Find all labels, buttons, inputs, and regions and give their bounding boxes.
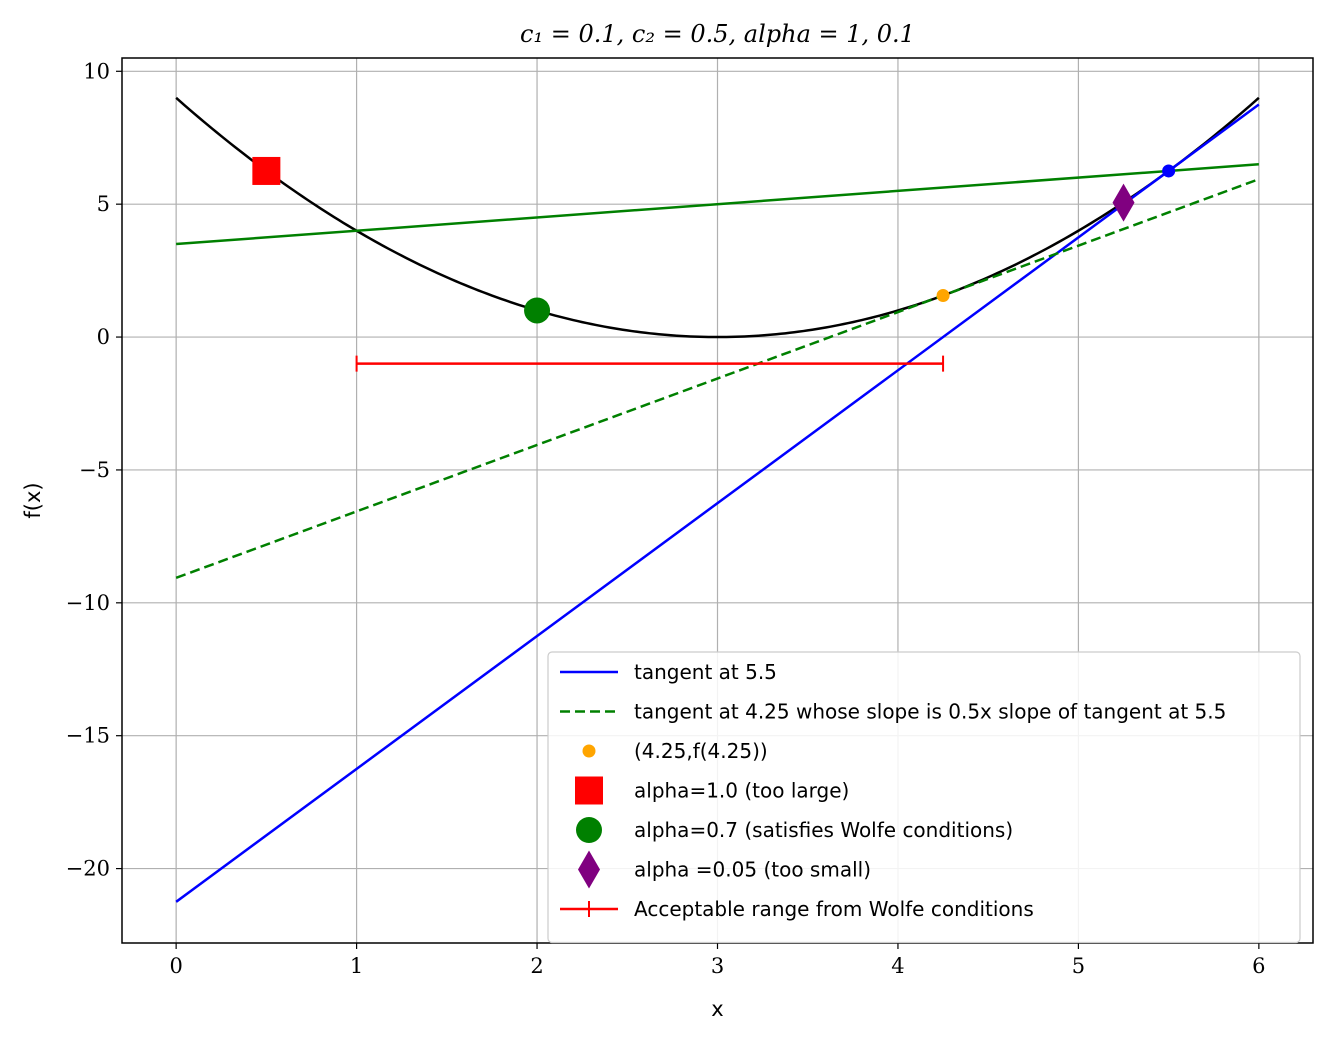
x-tick-label: 0	[169, 954, 182, 978]
y-tick-label: −20	[66, 857, 110, 881]
legend-handle	[576, 817, 602, 843]
y-tick-label: −5	[79, 458, 110, 482]
y-axis-label: f(x)	[21, 482, 45, 518]
data-point	[524, 297, 551, 324]
legend-box	[547, 651, 1301, 944]
legend-handle	[575, 776, 603, 805]
legend-entry-label: Acceptable range from Wolfe conditions	[634, 897, 1034, 921]
legend-entry-label: tangent at 4.25 whose slope is 0.5x slop…	[634, 700, 1226, 724]
data-point	[252, 156, 281, 185]
legend-entry-label: alpha=0.7 (satisfies Wolfe conditions)	[634, 818, 1013, 842]
data-point	[936, 289, 950, 303]
chart-title: c₁ = 0.1, c₂ = 0.5, alpha = 1, 0.1	[520, 20, 915, 48]
x-tick-label: 6	[1252, 954, 1265, 978]
y-tick-label: 5	[97, 192, 110, 216]
x-tick-label: 1	[350, 954, 363, 978]
x-tick-label: 5	[1072, 954, 1085, 978]
x-tick-label: 3	[711, 954, 724, 978]
x-tick-label: 4	[891, 954, 904, 978]
legend-handle	[582, 744, 596, 758]
legend-entry-label: tangent at 5.5	[634, 660, 777, 684]
legend-handle	[578, 850, 600, 889]
legend-entry-label: (4.25,f(4.25))	[634, 739, 768, 763]
series-line	[175, 178, 1260, 580]
legend-entry-label: alpha =0.05 (too small)	[634, 858, 871, 882]
y-tick-label: 10	[83, 59, 110, 83]
data-point	[1162, 164, 1176, 178]
data-point	[1112, 183, 1135, 222]
y-tick-label: −10	[66, 591, 110, 615]
legend-entry-label: alpha=1.0 (too large)	[634, 779, 849, 803]
legend: tangent at 5.5 tangent at 4.25 whose slop…	[547, 651, 1301, 944]
plot-series	[175, 96, 1260, 903]
x-tick-label: 2	[530, 954, 543, 978]
series-line	[176, 163, 1259, 246]
y-tick-label: −15	[66, 724, 110, 748]
axis-ticks: 0 1 2 3 4 5 6 −20 −15 −10 −5 0 5 10	[66, 59, 1266, 978]
x-axis-label: x	[711, 997, 723, 1021]
y-tick-label: 0	[97, 325, 110, 349]
series-line	[175, 103, 1260, 903]
